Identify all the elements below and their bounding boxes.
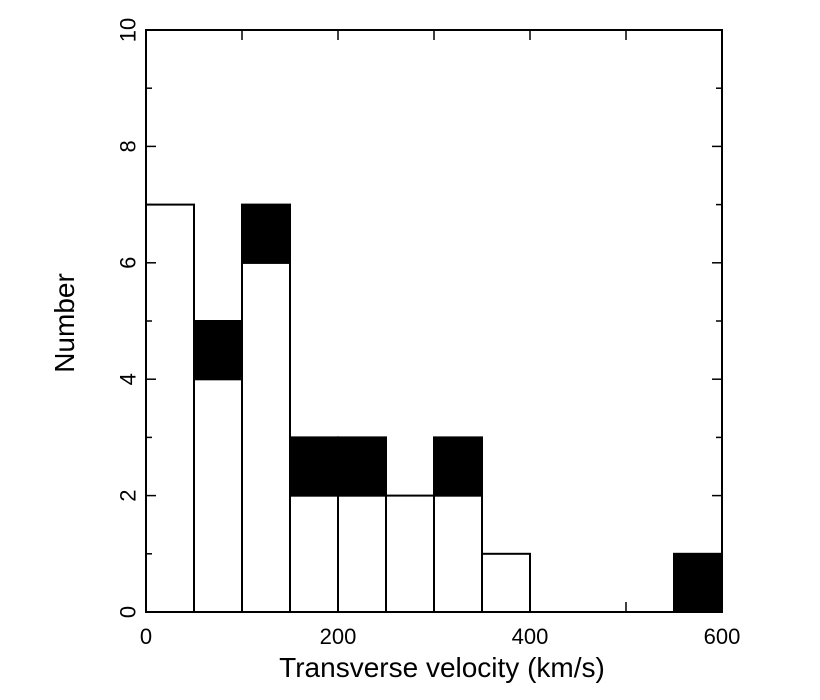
tick-labels-group: 0 200 400 600 0 2 4 6 8 10	[116, 18, 741, 649]
x-tick-label-600: 600	[704, 624, 741, 649]
x-tick-label-400: 400	[512, 624, 549, 649]
y-tick-label-10: 10	[116, 18, 141, 42]
x-tick-label-0: 0	[140, 624, 152, 649]
bar-white-300	[433, 494, 483, 614]
y-axis-title: Number	[49, 273, 80, 373]
y-tick-label-8: 8	[116, 140, 141, 152]
x-axis-title: Transverse velocity (km/s)	[279, 652, 605, 683]
bar-white-150	[289, 494, 339, 614]
bar-white-0	[145, 203, 195, 613]
bars-group	[145, 203, 723, 614]
bar-white-50	[193, 378, 243, 614]
x-tick-label-200: 200	[320, 624, 357, 649]
y-tick-label-2: 2	[116, 489, 141, 501]
bar-black-300	[433, 436, 483, 497]
bar-white-200	[337, 494, 387, 614]
y-tick-label-0: 0	[116, 606, 141, 618]
plot-frame	[145, 29, 723, 613]
bar-black-50	[193, 320, 243, 381]
bar-white-250	[385, 494, 435, 614]
bar-black-100	[241, 203, 291, 264]
bar-white-350	[481, 552, 531, 613]
bar-white-100	[241, 261, 291, 613]
y-tick-label-6: 6	[116, 257, 141, 269]
bar-black-550	[673, 552, 723, 613]
y-tick-label-4: 4	[116, 373, 141, 385]
bar-black-150	[289, 436, 339, 497]
bar-black-200	[337, 436, 387, 497]
